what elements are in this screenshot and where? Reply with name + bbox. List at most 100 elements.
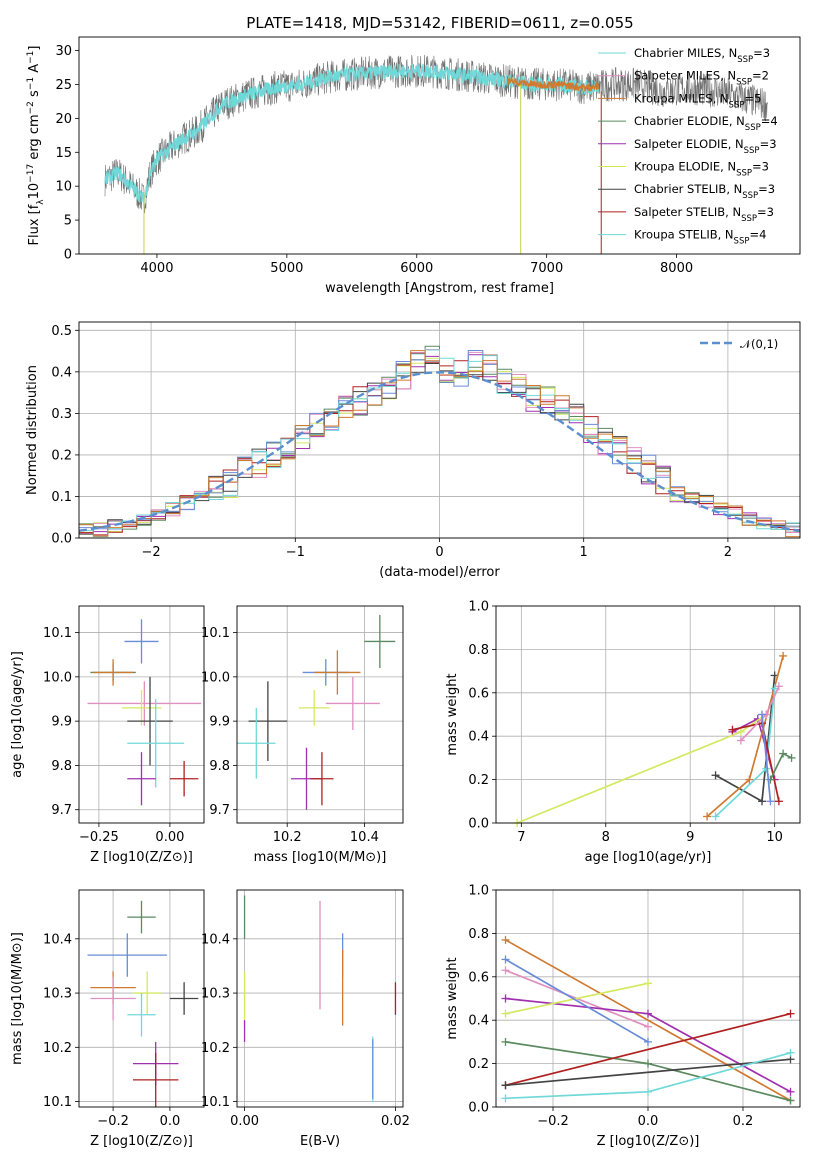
y-tick-label: 0.2 — [468, 773, 489, 788]
weight-line — [761, 714, 772, 802]
x-tick-label: 5000 — [270, 261, 303, 276]
y-axis-label: Flux [fλ10−17 erg cm−2 s−1 A−1] — [26, 46, 46, 246]
y-axis-label: mass weight — [445, 957, 460, 1039]
x-tick-label: 2 — [724, 545, 732, 560]
y-axis-label: age [log10(age/yr)] — [10, 651, 25, 778]
axes-frame — [78, 889, 205, 1108]
x-tick-label: 4000 — [140, 261, 173, 276]
y-tick-label: 1.0 — [468, 884, 489, 899]
axes-frame — [78, 321, 801, 539]
y-tick-label: 0.6 — [468, 686, 489, 701]
x-tick-label: 0.00 — [230, 1114, 259, 1129]
x-tick-label: 0.2 — [733, 1114, 754, 1129]
y-tick-label: 10.1 — [201, 1095, 230, 1110]
x-axis-label: Z [log10(Z/Z⊙)] — [90, 850, 193, 865]
y-tick-label: 0.6 — [468, 970, 489, 985]
y-tick-label: 0.5 — [51, 324, 72, 339]
x-tick-label: 6000 — [400, 261, 433, 276]
y-tick-label: 0.8 — [468, 643, 489, 658]
x-tick-label: −1 — [286, 545, 305, 560]
y-tick-label: 9.8 — [51, 759, 72, 774]
y-tick-label: 0.0 — [51, 532, 72, 547]
plot-layer: 4000 5000 6000 7000 8000051015202530waveleng… — [10, 36, 801, 1149]
x-tick-label: −0.2 — [97, 1114, 129, 1129]
y-tick-label: 0.1 — [51, 490, 72, 505]
y-tick-label: 10.1 — [43, 626, 72, 641]
y-tick-label: 0.0 — [468, 1101, 489, 1116]
x-tick-label: 1 — [580, 545, 588, 560]
normal-curve — [78, 371, 801, 532]
chart-title: PLATE=1418, MJD=53142, FIBERID=0611, z=0… — [246, 14, 633, 32]
y-tick-label: 0 — [64, 248, 72, 263]
y-axis-label: mass weight — [445, 673, 460, 755]
y-tick-label: 0.4 — [51, 365, 72, 380]
y-tick-label: 9.9 — [209, 715, 230, 730]
y-tick-label: 10.0 — [43, 670, 72, 685]
y-tick-label: 25 — [55, 78, 72, 93]
axes-frame — [236, 889, 404, 1108]
x-tick-label: 7000 — [530, 261, 563, 276]
weight-line — [505, 1058, 791, 1087]
y-tick-label: 15 — [55, 146, 72, 161]
y-tick-label: 9.7 — [51, 803, 72, 818]
y-tick-label: 0.4 — [468, 1014, 489, 1029]
y-tick-label: 9.8 — [209, 759, 230, 774]
y-tick-label: 30 — [55, 44, 72, 59]
x-axis-label: Z [log10(Z/Z⊙)] — [597, 1134, 700, 1149]
axes-frame — [236, 605, 404, 824]
x-tick-label: 8 — [602, 830, 610, 845]
y-tick-label: 0.2 — [51, 448, 72, 463]
y-tick-label: 10.1 — [43, 1095, 72, 1110]
x-tick-label: 8000 — [660, 261, 693, 276]
x-axis-label: Z [log10(Z/Z⊙)] — [90, 1134, 193, 1149]
histogram-step — [79, 350, 800, 538]
axes-frame — [495, 889, 801, 1108]
x-tick-label: 9 — [686, 830, 694, 845]
weight-line — [505, 1012, 791, 1087]
y-tick-label: 0.4 — [468, 730, 489, 745]
y-tick-label: 0.0 — [468, 817, 489, 832]
y-tick-label: 9.7 — [209, 803, 230, 818]
x-tick-label: 7 — [517, 830, 525, 845]
x-tick-label: 10 — [766, 830, 783, 845]
y-tick-label: 10.0 — [201, 670, 230, 685]
x-tick-label: 0.02 — [381, 1114, 410, 1129]
y-tick-label: 10.4 — [43, 932, 72, 947]
y-tick-label: 10.1 — [201, 626, 230, 641]
legend-label: 𝒩(0,1) — [740, 337, 778, 351]
histogram-step — [79, 349, 800, 538]
y-tick-label: 0.3 — [51, 407, 72, 422]
y-axis-label: Normed distribution — [25, 365, 40, 495]
y-tick-label: 10.2 — [43, 1041, 72, 1056]
x-tick-label: −0.25 — [79, 830, 119, 845]
y-tick-label: 10.4 — [201, 932, 230, 947]
x-tick-label: 0 — [435, 545, 443, 560]
axes-frame — [78, 605, 205, 824]
y-tick-label: 20 — [55, 112, 72, 127]
x-tick-label: −2 — [142, 545, 161, 560]
x-axis-label: E(B-V) — [300, 1134, 340, 1149]
x-axis-label: (data-model)/error — [379, 565, 500, 580]
x-tick-label: −0.2 — [537, 1114, 569, 1129]
x-tick-label: 10.4 — [350, 830, 379, 845]
weight-line — [505, 958, 649, 1043]
weight-line — [505, 982, 649, 1015]
y-tick-label: 10 — [55, 180, 72, 195]
y-tick-label: 0.2 — [468, 1057, 489, 1072]
axes-frame — [495, 605, 801, 824]
y-tick-label: 10.2 — [201, 1041, 230, 1056]
y-axis-label: mass [log10(M/M⊙)] — [10, 932, 25, 1065]
y-tick-label: 1.0 — [468, 600, 489, 615]
x-tick-label: 0.00 — [155, 830, 184, 845]
y-tick-label: 10.3 — [43, 987, 72, 1002]
x-tick-label: 10.2 — [273, 830, 302, 845]
axes-frame — [78, 36, 801, 255]
y-tick-label: 5 — [64, 214, 72, 229]
x-tick-label: 0.0 — [638, 1114, 659, 1129]
weight-line — [505, 939, 791, 1102]
y-tick-label: 0.8 — [468, 927, 489, 942]
x-axis-label: age [log10(age/yr)] — [585, 850, 712, 865]
spectrum-line — [507, 77, 600, 92]
x-axis-label: mass [log10(M/M⊙)] — [254, 850, 387, 865]
